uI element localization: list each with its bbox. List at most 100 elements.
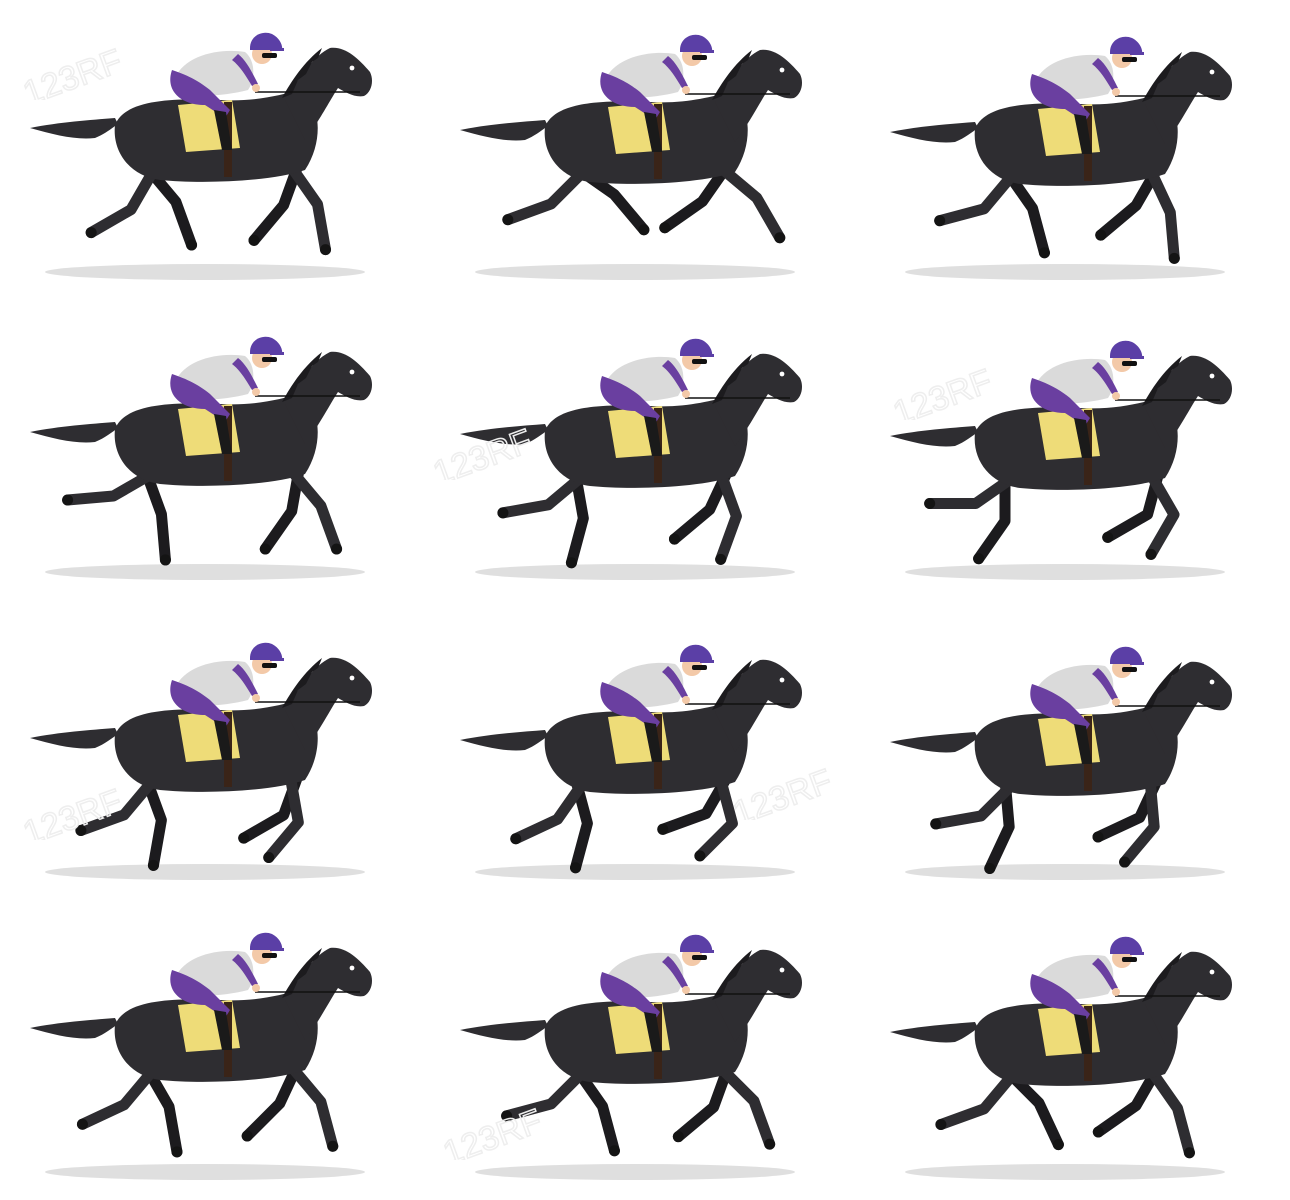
horse-mane (282, 658, 322, 708)
animation-frame (430, 600, 860, 900)
horse-hoof (924, 498, 936, 510)
jockey-pants (1030, 378, 1090, 426)
horse-leg (501, 1064, 591, 1122)
jockey-boot (214, 414, 232, 454)
horse-tail (30, 1018, 118, 1039)
helmet-visor (270, 352, 284, 355)
horse-eye (1209, 373, 1215, 379)
horse-leg (930, 776, 1021, 830)
animation-frame (860, 600, 1290, 900)
jockey-hand (252, 84, 260, 92)
jockey-helmet (250, 336, 283, 354)
horse-hoof (1168, 252, 1180, 264)
horse-mane (1142, 952, 1182, 1002)
jockey-helmet (680, 338, 713, 356)
jockey-hand (682, 390, 690, 398)
horse-hoof (263, 852, 275, 864)
horse-leg (1144, 467, 1180, 560)
jockey-goggles (692, 55, 707, 60)
horse-tail (890, 122, 978, 143)
horse-hoof (1052, 1139, 1064, 1151)
horse-hoof (76, 1118, 88, 1130)
helmet-visor (700, 660, 714, 663)
jockey-sleeve (1092, 668, 1118, 700)
horse-hoof (502, 214, 514, 226)
horse-and-jockey-illustration (890, 646, 1232, 880)
jockey-sleeve (232, 54, 258, 86)
horse-tail (30, 118, 118, 139)
horse-hoof (659, 222, 671, 234)
ground-shadow (475, 1164, 795, 1180)
horse-hoof (159, 554, 171, 566)
horse-hoof (171, 1146, 183, 1158)
jockey-pants (1030, 74, 1090, 122)
jockey-pants (170, 970, 230, 1018)
horse-hoof (85, 227, 97, 239)
animation-frame (430, 900, 860, 1200)
jockey-hand (1112, 88, 1120, 96)
horse-hoof (147, 859, 159, 871)
jockey-pants (600, 682, 660, 730)
ground-shadow (45, 564, 365, 580)
jockey-hand (682, 696, 690, 704)
jockey-sleeve (1092, 58, 1118, 90)
horse-mane (282, 48, 322, 98)
jockey-hand (252, 388, 260, 396)
horse-and-jockey-illustration (890, 340, 1232, 580)
horse-mane (712, 354, 752, 404)
jockey-hand (252, 694, 260, 702)
horse-leg (497, 468, 591, 519)
horse-tail (890, 732, 978, 753)
jockey-hand (252, 984, 260, 992)
helmet-visor (270, 658, 284, 661)
jockey-goggles (692, 665, 707, 670)
horse-hoof (62, 494, 74, 506)
jockey-boot (1074, 1014, 1092, 1054)
horse-and-jockey-illustration (890, 36, 1232, 280)
horse-and-jockey-illustration (460, 934, 802, 1180)
horse-leg (263, 769, 304, 864)
jockey-boot (214, 720, 232, 760)
horse-hoof (331, 543, 343, 555)
helmet-visor (700, 950, 714, 953)
jockey-goggles (1122, 361, 1137, 366)
horse-mane (282, 352, 322, 402)
jockey-boot (1074, 418, 1092, 458)
helmet-visor (270, 48, 284, 51)
horse-mane (1142, 356, 1182, 406)
horse-hoof (694, 850, 706, 862)
jockey-goggles (262, 53, 277, 58)
horse-hoof (668, 533, 680, 545)
jockey-pants (1030, 684, 1090, 732)
horse-leg (934, 166, 1021, 227)
horse-hoof (672, 1131, 684, 1143)
jockey-sleeve (662, 56, 688, 88)
jockey-hand (682, 86, 690, 94)
jockey-sleeve (662, 956, 688, 988)
jockey-boot (644, 416, 662, 456)
animation-frame (0, 600, 430, 900)
horse-leg (75, 772, 161, 837)
jockey-helmet (250, 32, 283, 50)
horse-hoof (238, 832, 250, 844)
jockey-pants (170, 374, 230, 422)
horse-tail (460, 120, 548, 141)
helmet-visor (270, 948, 284, 951)
horse-eye (349, 965, 355, 971)
ground-shadow (905, 1164, 1225, 1180)
jockey-boot (214, 110, 232, 150)
horse-leg (1119, 773, 1160, 868)
horse-leg (714, 465, 742, 565)
jockey-goggles (262, 953, 277, 958)
horse-hoof (973, 553, 985, 565)
horse-leg (510, 774, 591, 845)
jockey-boot (1074, 114, 1092, 154)
horse-hoof (501, 1110, 513, 1122)
horse-eye (779, 677, 785, 683)
ground-shadow (475, 864, 795, 880)
jockey-hand (1112, 988, 1120, 996)
jockey-helmet (1110, 646, 1143, 664)
horse-leg (714, 161, 786, 244)
horse-leg (924, 470, 1021, 510)
